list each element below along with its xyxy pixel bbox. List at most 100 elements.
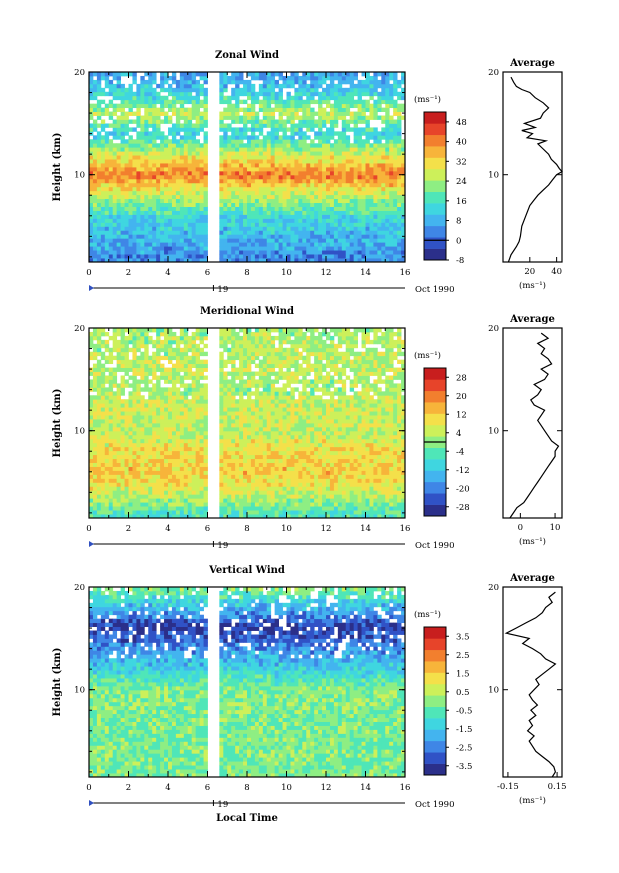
heatmap-cell — [322, 135, 326, 139]
heatmap-cell — [306, 127, 310, 131]
heatmap-cell — [290, 96, 294, 100]
heatmap-cell — [334, 159, 338, 163]
heatmap-cell — [267, 443, 271, 447]
heatmap-cell — [247, 471, 251, 475]
heatmap-cell — [310, 120, 314, 124]
heatmap-cell — [144, 104, 148, 108]
heatmap-cell — [105, 139, 109, 143]
heatmap-cell — [290, 474, 294, 478]
heatmap-cell — [152, 120, 156, 124]
heatmap-cell — [239, 163, 243, 167]
heatmap-cell — [298, 486, 302, 490]
heatmap-cell — [101, 191, 105, 195]
heatmap-cell — [318, 159, 322, 163]
heatmap-cell — [176, 238, 180, 242]
heatmap-cell — [338, 254, 342, 258]
heatmap-cell — [259, 159, 263, 163]
heatmap-cell — [338, 100, 342, 104]
heatmap-cell — [144, 254, 148, 258]
heatmap-cell — [121, 72, 125, 76]
heatmap-cell — [334, 451, 338, 455]
heatmap-cell — [188, 84, 192, 88]
heatmap-cell — [358, 187, 362, 191]
heatmap-cell — [121, 96, 125, 100]
heatmap-cell — [200, 187, 204, 191]
heatmap-cell — [346, 215, 350, 219]
heatmap-cell — [184, 506, 188, 510]
heatmap-cell — [227, 151, 231, 155]
heatmap-cell — [381, 147, 385, 151]
heatmap-cell — [255, 147, 259, 151]
heatmap-cell — [298, 104, 302, 108]
heatmap-cell — [180, 167, 184, 171]
heatmap-cell — [287, 112, 291, 116]
heatmap-cell — [89, 167, 93, 171]
heatmap-cell — [140, 80, 144, 84]
heatmap-cell — [125, 502, 129, 506]
heatmap-cell — [267, 215, 271, 219]
heatmap-cell — [156, 451, 160, 455]
heatmap-cell — [172, 179, 176, 183]
heatmap-cell — [109, 443, 113, 447]
heatmap-cell — [298, 250, 302, 254]
heatmap-cell — [397, 211, 401, 215]
heatmap-cell — [152, 167, 156, 171]
heatmap-cell — [121, 234, 125, 238]
heatmap-cell — [263, 183, 267, 187]
heatmap-cell — [243, 88, 247, 92]
heatmap-cell — [152, 195, 156, 199]
heatmap-cell — [373, 155, 377, 159]
heatmap-cell — [271, 506, 275, 510]
heatmap-cell — [132, 215, 136, 219]
heatmap-cell — [93, 218, 97, 222]
heatmap-cell — [275, 498, 279, 502]
heatmap-cell — [251, 459, 255, 463]
heatmap-cell — [251, 506, 255, 510]
heatmap-cell — [227, 175, 231, 179]
heatmap-cell — [231, 218, 235, 222]
heatmap-cell — [180, 100, 184, 104]
heatmap-cell — [109, 242, 113, 246]
heatmap-cell — [310, 195, 314, 199]
heatmap-cell — [168, 100, 172, 104]
heatmap-cell — [393, 191, 397, 195]
heatmap-cell — [271, 112, 275, 116]
heatmap-cell — [302, 108, 306, 112]
heatmap-cell — [271, 84, 275, 88]
heatmap-cell — [318, 455, 322, 459]
heatmap-cell — [358, 151, 362, 155]
heatmap-cell — [121, 463, 125, 467]
heatmap-cell — [117, 92, 121, 96]
heatmap-cell — [132, 76, 136, 80]
heatmap-cell — [279, 474, 283, 478]
heatmap-cell — [283, 242, 287, 246]
heatmap-cell — [271, 96, 275, 100]
heatmap-cell — [314, 135, 318, 139]
heatmap-cell — [302, 116, 306, 120]
heatmap-cell — [105, 478, 109, 482]
heatmap-cell — [101, 474, 105, 478]
heatmap-cell — [310, 92, 314, 96]
heatmap-cell — [283, 211, 287, 215]
heatmap-cell — [271, 80, 275, 84]
heatmap-cell — [318, 222, 322, 226]
heatmap-cell — [255, 96, 259, 100]
heatmap-cell — [358, 155, 362, 159]
heatmap-cell — [152, 191, 156, 195]
heatmap-cell — [326, 510, 330, 514]
heatmap-cell — [271, 490, 275, 494]
heatmap-cell — [227, 234, 231, 238]
heatmap-cell — [140, 246, 144, 250]
heatmap-cell — [330, 179, 334, 183]
heatmap-cell — [247, 159, 251, 163]
heatmap-cell — [393, 72, 397, 76]
heatmap-cell — [263, 167, 267, 171]
heatmap-cell — [156, 199, 160, 203]
heatmap-cell — [322, 139, 326, 143]
heatmap-cell — [381, 494, 385, 498]
heatmap-cell — [136, 459, 140, 463]
heatmap-cell — [318, 175, 322, 179]
heatmap-cell — [105, 163, 109, 167]
heatmap-cell — [381, 187, 385, 191]
colorbar-tick-label: 32 — [456, 157, 467, 167]
